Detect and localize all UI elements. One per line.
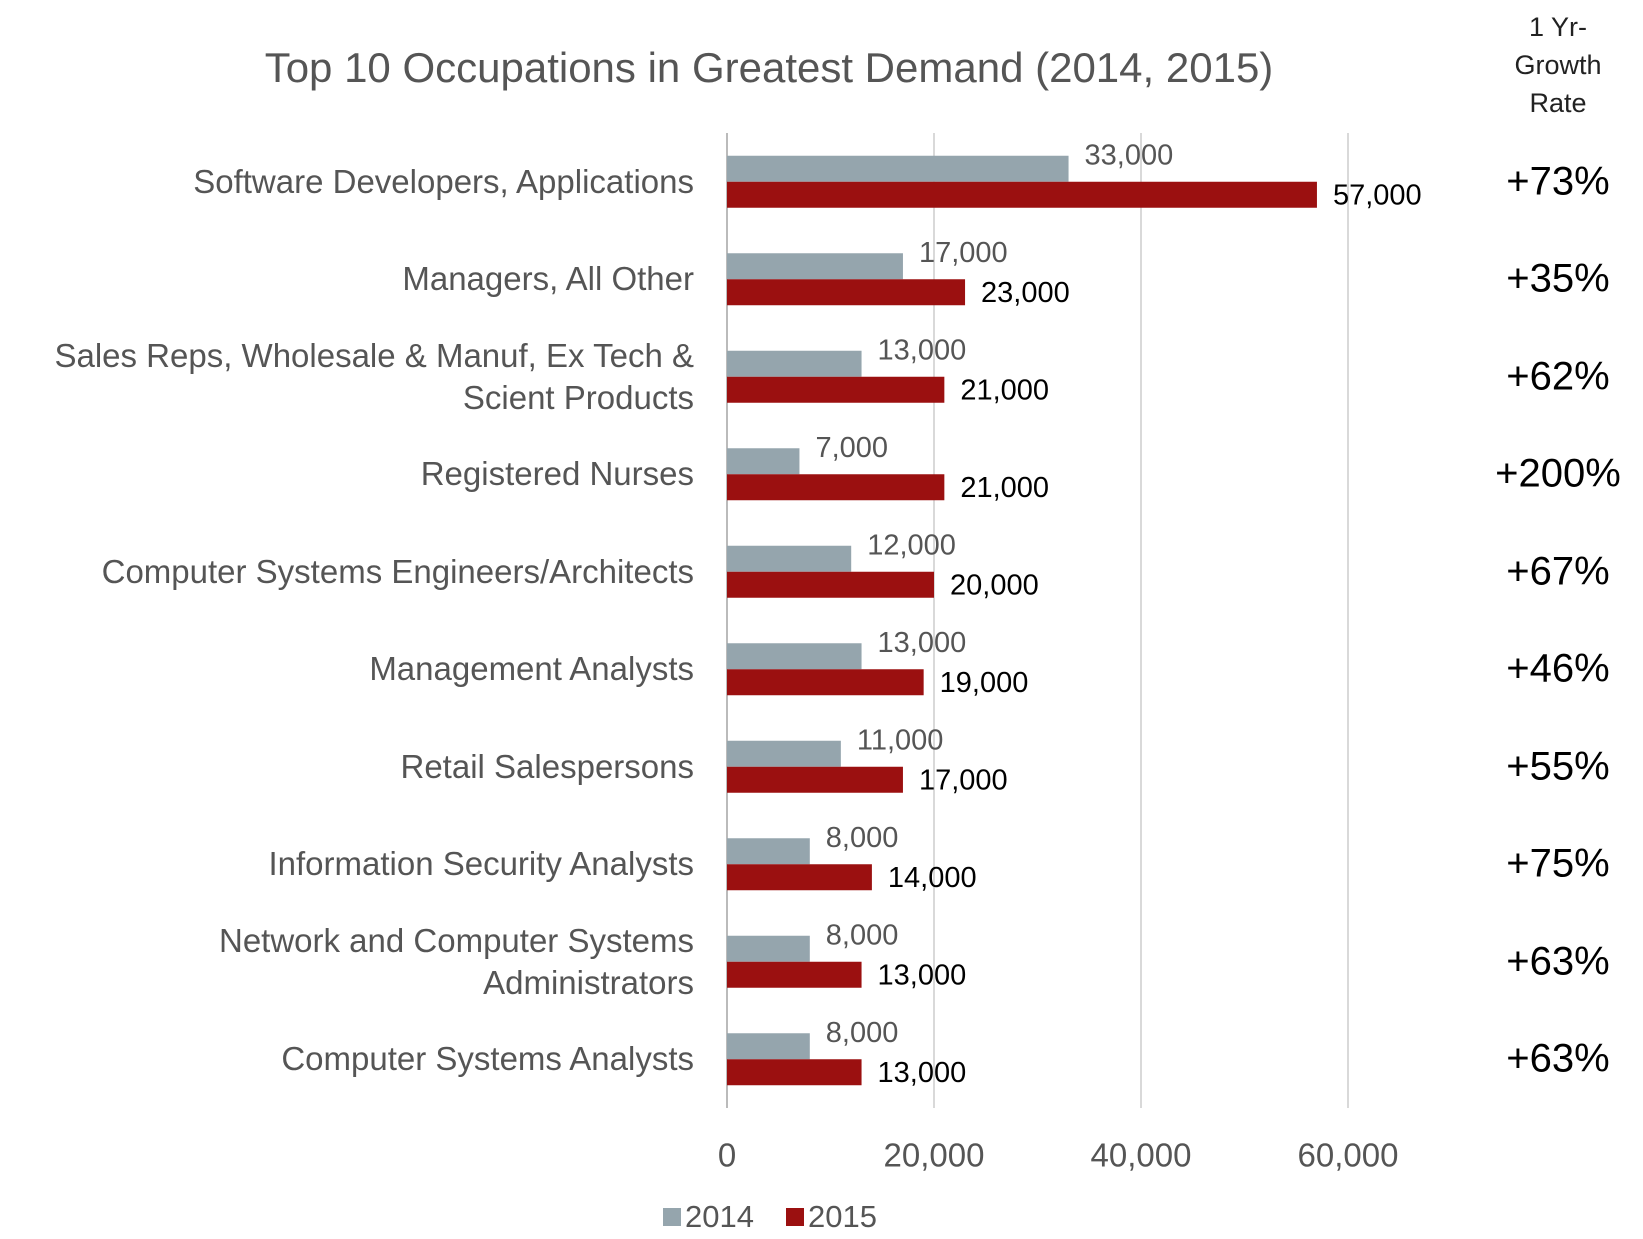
growth-rate: +46% bbox=[1506, 646, 1610, 691]
category-label: Information Security Analysts bbox=[268, 845, 694, 883]
category-label: Management Analysts bbox=[369, 650, 694, 688]
bar bbox=[727, 253, 903, 280]
bar bbox=[727, 155, 1069, 182]
category-label: Computer Systems Analysts bbox=[281, 1040, 694, 1078]
value-label: 8,000 bbox=[826, 919, 899, 951]
bar bbox=[727, 961, 862, 988]
growth-rate: +35% bbox=[1506, 256, 1610, 301]
bar bbox=[727, 643, 862, 670]
bar bbox=[727, 448, 800, 475]
legend-label: 2015 bbox=[808, 1199, 877, 1234]
bar bbox=[727, 766, 903, 793]
value-label: 8,000 bbox=[826, 822, 899, 854]
value-label: 13,000 bbox=[878, 1057, 967, 1089]
legend-label: 2014 bbox=[685, 1199, 754, 1234]
value-label: 13,000 bbox=[878, 627, 967, 659]
bar bbox=[727, 376, 945, 403]
bar bbox=[727, 545, 852, 572]
category-label: Computer Systems Engineers/Architects bbox=[101, 552, 694, 590]
category-label: Sales Reps, Wholesale & Manuf, Ex Tech &… bbox=[54, 336, 694, 416]
growth-rate: +55% bbox=[1506, 744, 1610, 789]
value-label: 17,000 bbox=[919, 237, 1008, 269]
value-label: 21,000 bbox=[960, 374, 1049, 406]
growth-rate: +73% bbox=[1506, 159, 1610, 204]
bar bbox=[727, 474, 945, 501]
growth-rate: +67% bbox=[1506, 549, 1610, 594]
bar bbox=[727, 571, 934, 598]
legend-swatch bbox=[786, 1208, 804, 1226]
value-label: 20,000 bbox=[950, 569, 1039, 601]
value-label: 17,000 bbox=[919, 764, 1008, 796]
category-label: Registered Nurses bbox=[420, 455, 694, 493]
growth-rate: +200% bbox=[1495, 451, 1621, 496]
bar bbox=[727, 740, 841, 767]
category-label: Network and Computer Systems Administrat… bbox=[218, 921, 694, 1001]
growth-rate: +63% bbox=[1506, 939, 1610, 984]
bar bbox=[727, 181, 1317, 208]
x-tick-label: 40,000 bbox=[1091, 1137, 1192, 1174]
growth-rate-header: 1 Yr-Growth Rate bbox=[1514, 12, 1602, 118]
x-tick-label: 20,000 bbox=[884, 1137, 985, 1174]
legend-swatch bbox=[663, 1208, 681, 1226]
value-label: 57,000 bbox=[1333, 179, 1422, 211]
chart-title: Top 10 Occupations in Greatest Demand (2… bbox=[265, 44, 1274, 91]
x-tick-label: 60,000 bbox=[1298, 1137, 1399, 1174]
growth-rate: +62% bbox=[1506, 354, 1610, 399]
category-label: Managers, All Other bbox=[402, 260, 694, 298]
value-label: 33,000 bbox=[1085, 139, 1174, 171]
value-label: 13,000 bbox=[878, 959, 967, 991]
value-label: 11,000 bbox=[857, 724, 944, 756]
x-tick-label: 0 bbox=[718, 1137, 736, 1174]
bar bbox=[727, 1059, 862, 1086]
value-label: 8,000 bbox=[826, 1017, 899, 1049]
bar bbox=[727, 279, 966, 306]
growth-rate: +75% bbox=[1506, 841, 1610, 886]
bar bbox=[727, 669, 924, 696]
value-label: 7,000 bbox=[815, 432, 888, 464]
bar bbox=[727, 838, 810, 865]
bar bbox=[727, 935, 810, 962]
value-label: 23,000 bbox=[981, 277, 1070, 309]
value-label: 14,000 bbox=[888, 862, 977, 894]
growth-rate: +63% bbox=[1506, 1036, 1610, 1081]
category-label: Software Developers, Applications bbox=[193, 162, 694, 200]
value-label: 12,000 bbox=[867, 529, 956, 561]
bar bbox=[727, 1033, 810, 1060]
value-label: 19,000 bbox=[940, 667, 1029, 699]
value-label: 13,000 bbox=[878, 334, 967, 366]
bar bbox=[727, 350, 862, 377]
bar bbox=[727, 864, 872, 891]
value-label: 21,000 bbox=[960, 472, 1049, 504]
category-label: Retail Salespersons bbox=[400, 747, 695, 785]
